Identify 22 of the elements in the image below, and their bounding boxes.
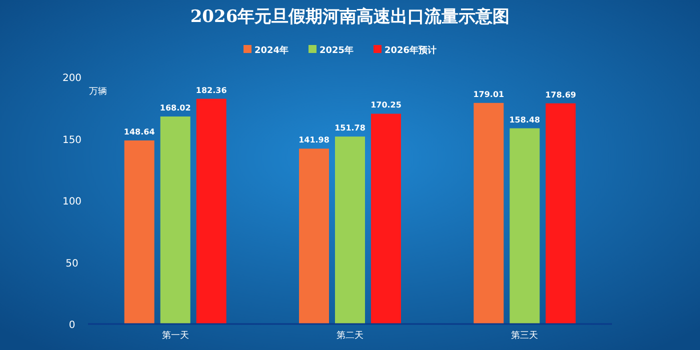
data-label: 158.48 [509, 115, 541, 124]
legend-label: 2026年预计 [384, 45, 437, 56]
data-label: 170.25 [370, 100, 402, 110]
legend-label: 2025年 [320, 45, 354, 56]
data-label: 141.98 [298, 136, 330, 145]
y-tick-label: 100 [62, 196, 82, 208]
data-label: 179.01 [473, 90, 505, 99]
y-tick-label: 0 [68, 320, 76, 331]
legend-label: 2024年 [254, 45, 289, 56]
data-label: 151.78 [334, 124, 366, 133]
x-tick-label: 第一天 [162, 330, 189, 341]
data-label: 182.36 [196, 86, 228, 95]
y-tick-label: 150 [62, 134, 82, 146]
y-tick-label: 200 [62, 73, 82, 84]
data-label: 148.64 [124, 127, 156, 136]
data-label: 178.69 [545, 90, 577, 100]
x-tick-label: 第三天 [511, 330, 538, 341]
x-tick-label: 第二天 [336, 330, 364, 341]
y-tick-label: 50 [66, 258, 78, 270]
chart-title: 2026年元旦假期河南高速出口流量示意图 [190, 7, 510, 27]
y-axis-title: 万辆 [89, 86, 107, 97]
data-label: 168.02 [160, 103, 191, 112]
